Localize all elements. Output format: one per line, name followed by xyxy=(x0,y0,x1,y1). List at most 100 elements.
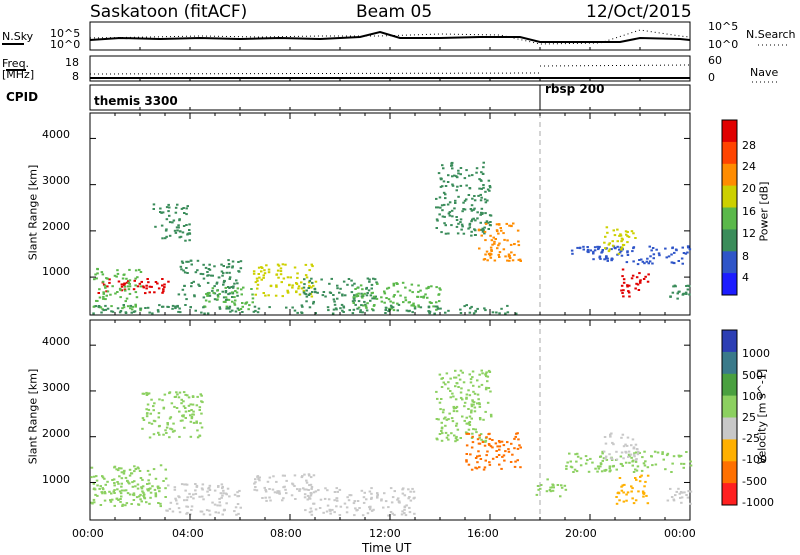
heatmap-cell xyxy=(457,386,460,388)
heatmap-cell xyxy=(182,415,185,418)
heatmap-cell xyxy=(610,459,614,461)
heatmap-cell xyxy=(487,443,491,445)
heatmap-cell xyxy=(440,231,443,234)
heatmap-cell xyxy=(157,416,160,419)
heatmap-cell xyxy=(177,226,180,229)
heatmap-cell xyxy=(486,375,490,378)
heatmap-cell xyxy=(608,242,611,245)
heatmap-cell xyxy=(495,456,499,458)
heatmap-cell xyxy=(134,269,138,272)
heatmap-cell xyxy=(159,207,162,210)
heatmap-cell xyxy=(160,224,164,227)
heatmap-cell xyxy=(117,482,120,485)
heatmap-cell xyxy=(689,490,693,493)
x-axis-label: Time UT xyxy=(362,541,412,555)
heatmap-cell xyxy=(392,284,396,287)
heatmap-cell xyxy=(126,305,130,308)
heatmap-cell xyxy=(460,228,463,231)
heatmap-cell xyxy=(163,283,166,286)
heatmap-cell xyxy=(455,225,459,228)
heatmap-cell xyxy=(96,300,99,302)
heatmap-cell xyxy=(148,436,152,439)
heatmap-cell xyxy=(129,304,133,307)
heatmap-cell xyxy=(632,446,636,449)
heatmap-cell xyxy=(374,295,377,298)
heatmap-cell xyxy=(440,427,444,430)
heatmap-cell xyxy=(326,306,330,309)
heatmap-cell xyxy=(619,455,623,458)
heatmap-cell xyxy=(465,198,468,201)
heatmap-cell xyxy=(342,280,346,283)
heatmap-cell xyxy=(476,379,479,382)
heatmap-cell xyxy=(519,466,522,469)
heatmap-cell xyxy=(443,203,446,206)
heatmap-cell xyxy=(436,206,440,209)
heatmap-cell xyxy=(111,498,114,501)
heatmap-cell xyxy=(95,475,98,478)
heatmap-cell xyxy=(333,491,337,493)
heatmap-cell xyxy=(621,268,625,271)
heatmap-cell xyxy=(220,270,224,273)
heatmap-cell xyxy=(162,407,165,410)
heatmap-cell xyxy=(190,505,194,508)
x-tick-0: 00:00 xyxy=(72,527,104,540)
heatmap-cell xyxy=(182,400,185,403)
heatmap-cell xyxy=(618,499,621,502)
heatmap-cell xyxy=(640,258,643,261)
heatmap-cell xyxy=(354,288,357,290)
x-tick-4: 16:00 xyxy=(467,527,499,540)
heatmap-cell xyxy=(510,224,513,227)
heatmap-cell xyxy=(493,259,497,262)
heatmap-cell xyxy=(174,206,178,209)
heatmap-cell xyxy=(516,459,519,462)
heatmap-cell xyxy=(617,252,621,255)
heatmap-cell xyxy=(672,455,676,458)
heatmap-cell xyxy=(281,295,284,298)
heatmap-cell xyxy=(486,188,490,191)
heatmap-cell xyxy=(488,189,491,192)
heatmap-cell xyxy=(430,302,433,304)
heatmap-cell xyxy=(324,487,327,490)
heatmap-cell xyxy=(113,484,116,487)
heatmap-cell xyxy=(665,256,668,259)
heatmap-cell xyxy=(251,301,254,304)
heatmap-cell xyxy=(362,501,366,504)
heatmap-cell xyxy=(686,288,690,291)
heatmap-cell xyxy=(225,271,228,274)
x-tick-3: 12:00 xyxy=(369,527,401,540)
heatmap-cell xyxy=(187,260,190,263)
heatmap-cell xyxy=(156,485,160,488)
heatmap-cell xyxy=(263,486,266,489)
heatmap-cell xyxy=(221,485,224,488)
power-cb-tick-4: 4 xyxy=(742,271,749,284)
heatmap-cell xyxy=(328,291,332,294)
heatmap-cell xyxy=(631,464,634,467)
heatmap-cell xyxy=(513,253,516,256)
heatmap-cell xyxy=(103,477,106,480)
heatmap-cell xyxy=(98,296,102,299)
heatmap-cell xyxy=(584,462,588,465)
heatmap-cell xyxy=(134,303,137,306)
heatmap-cell xyxy=(113,492,116,494)
heatmap-cell xyxy=(189,414,192,417)
heatmap-cell xyxy=(154,492,157,495)
heatmap-cell xyxy=(611,244,615,247)
heatmap-cell xyxy=(455,435,458,438)
heatmap-frame xyxy=(89,112,691,316)
heatmap-cell xyxy=(447,438,450,441)
heatmap-cell xyxy=(188,223,191,226)
heatmap-cell xyxy=(455,382,458,385)
heatmap-cell xyxy=(601,450,604,453)
heatmap-cell xyxy=(477,385,481,388)
heatmap-cell xyxy=(511,453,514,456)
heatmap-cell xyxy=(657,252,661,255)
heatmap-cell xyxy=(484,388,488,391)
heatmap-cell xyxy=(503,238,506,241)
heatmap-cell xyxy=(157,502,160,504)
heatmap-cell xyxy=(484,221,487,224)
heatmap-cell xyxy=(120,477,124,480)
heatmap-cell xyxy=(615,468,618,471)
heatmap-cell xyxy=(291,284,294,287)
heatmap-cell xyxy=(682,462,686,465)
heatmap-cell xyxy=(481,441,485,443)
